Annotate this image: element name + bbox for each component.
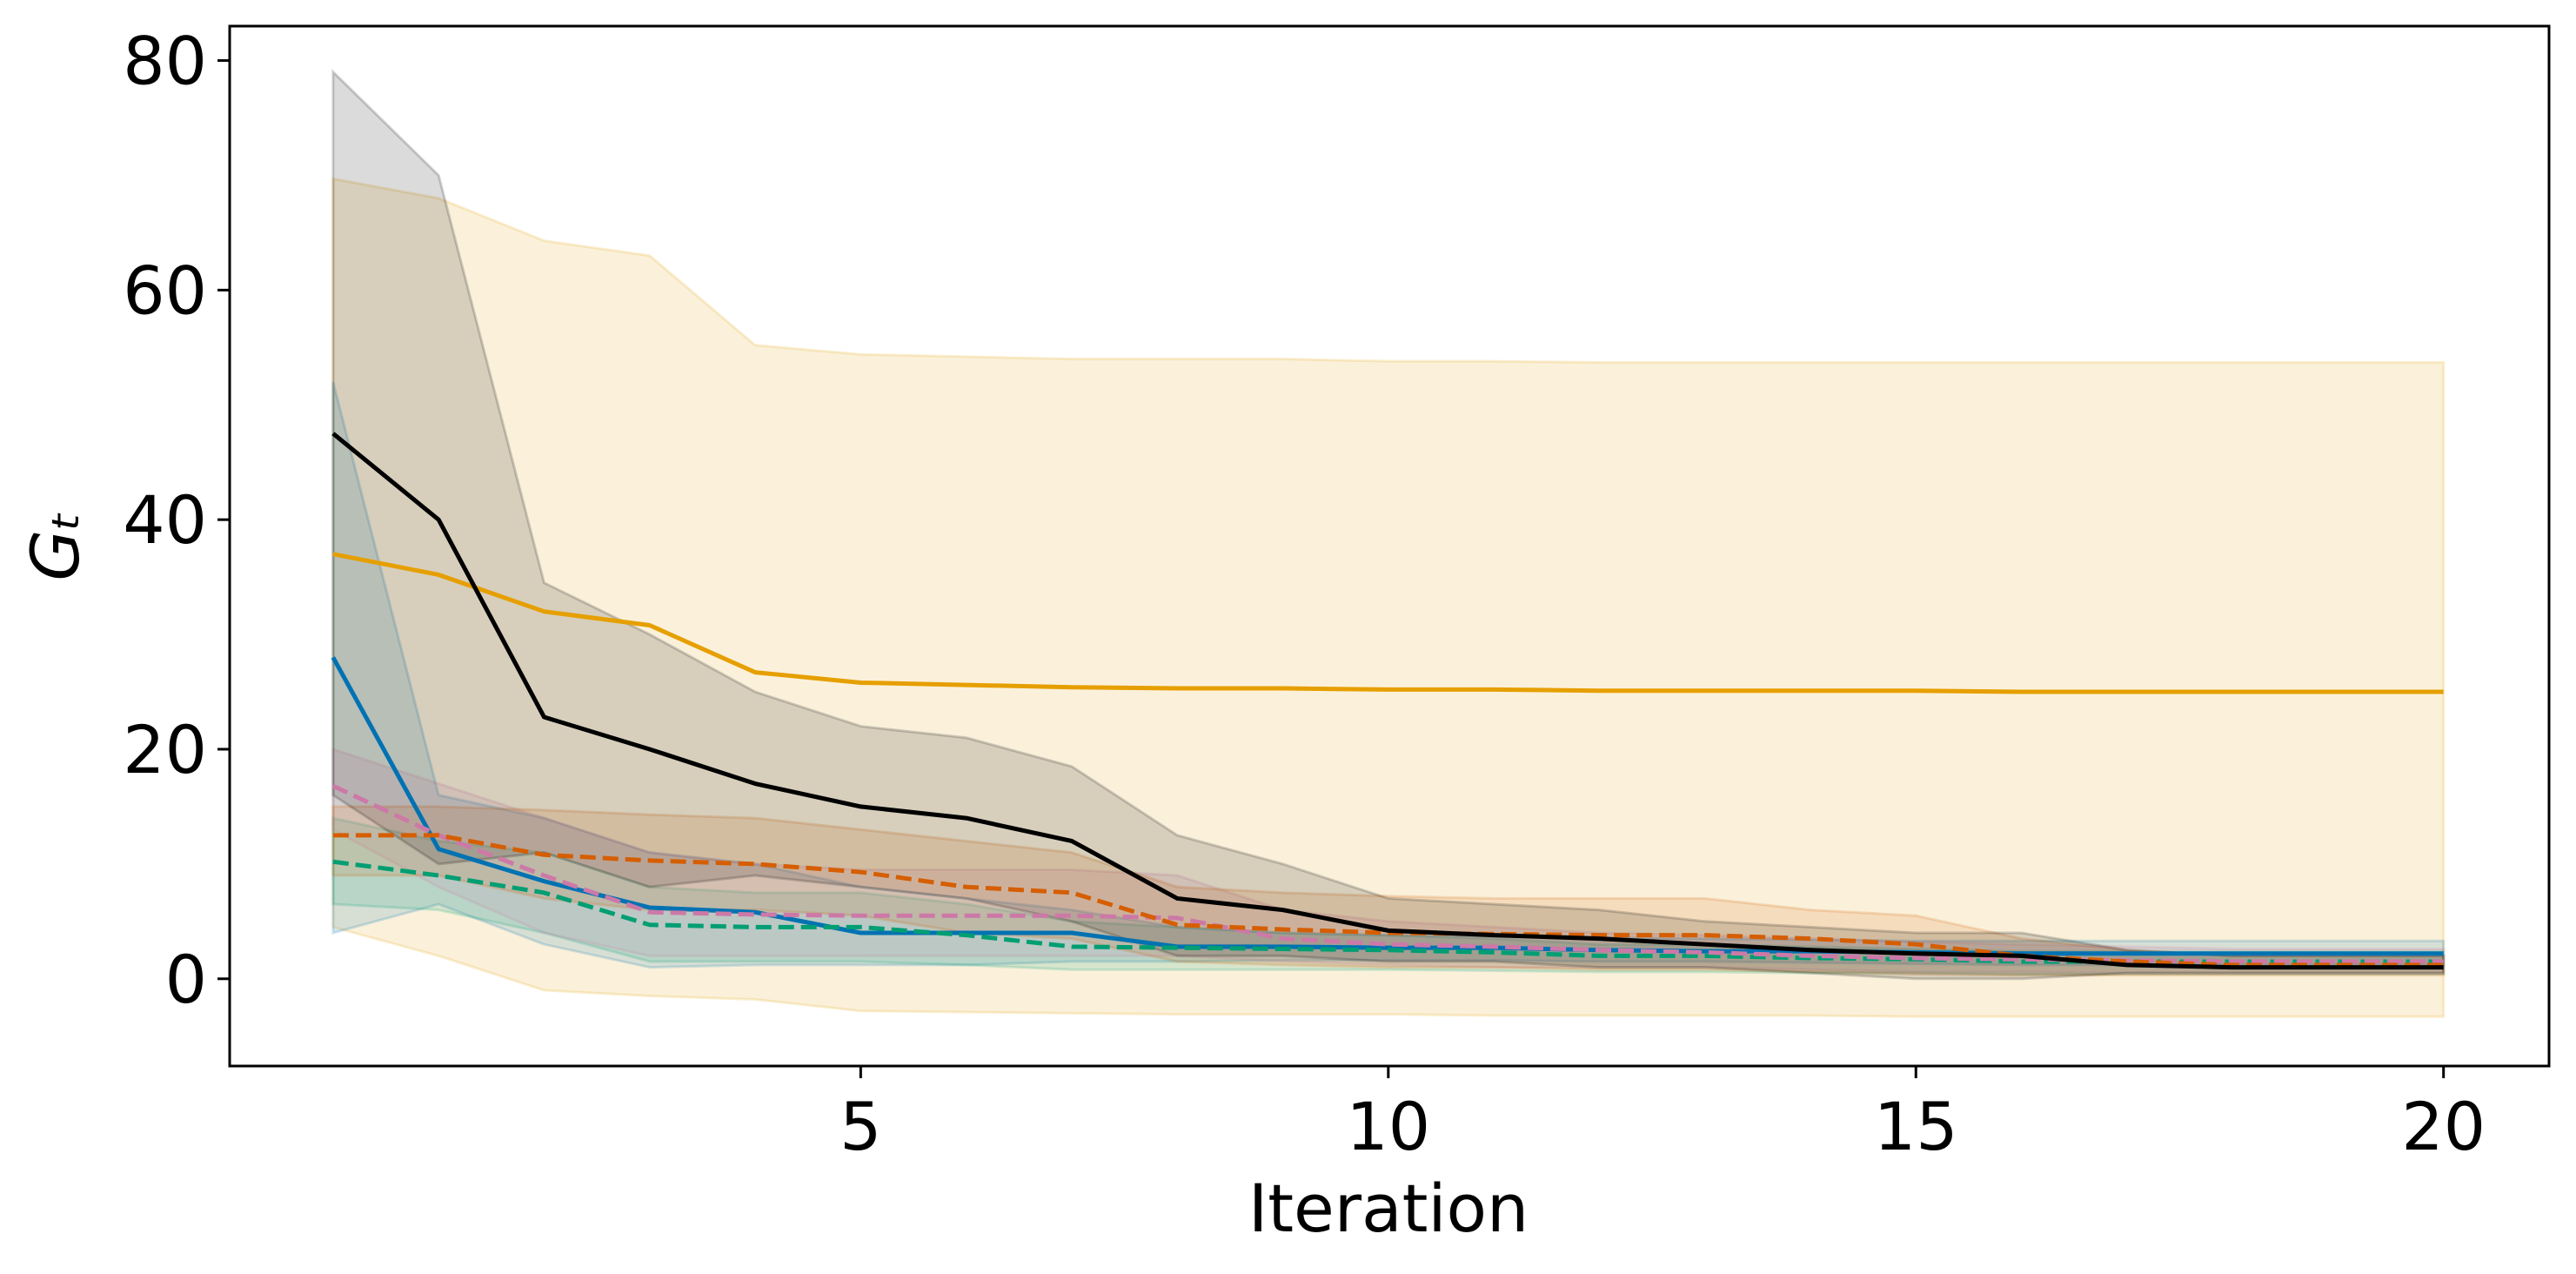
series-line	[331, 432, 2444, 970]
y-axis-label: Gₜ	[17, 510, 94, 580]
y-tick-label: 0	[165, 941, 207, 1018]
y-tick-label: 40	[123, 481, 207, 559]
x-tick-label: 20	[2401, 1088, 2486, 1165]
series-line	[331, 656, 2444, 956]
series-line	[332, 552, 2444, 694]
y-tick-label: 60	[123, 251, 207, 329]
confidence-band	[331, 816, 2446, 976]
x-axis-label: Iteration	[1248, 1170, 1529, 1247]
confidence-band	[331, 69, 2446, 981]
x-tick-label: 15	[1874, 1088, 1958, 1165]
x-tick-label: 10	[1346, 1088, 1430, 1165]
series-line	[332, 833, 2444, 968]
y-tick-label: 20	[123, 711, 207, 788]
series-line	[331, 783, 2444, 964]
confidence-band	[331, 381, 2446, 969]
y-tick-label: 80	[123, 23, 207, 100]
x-tick-label: 5	[840, 1088, 881, 1165]
